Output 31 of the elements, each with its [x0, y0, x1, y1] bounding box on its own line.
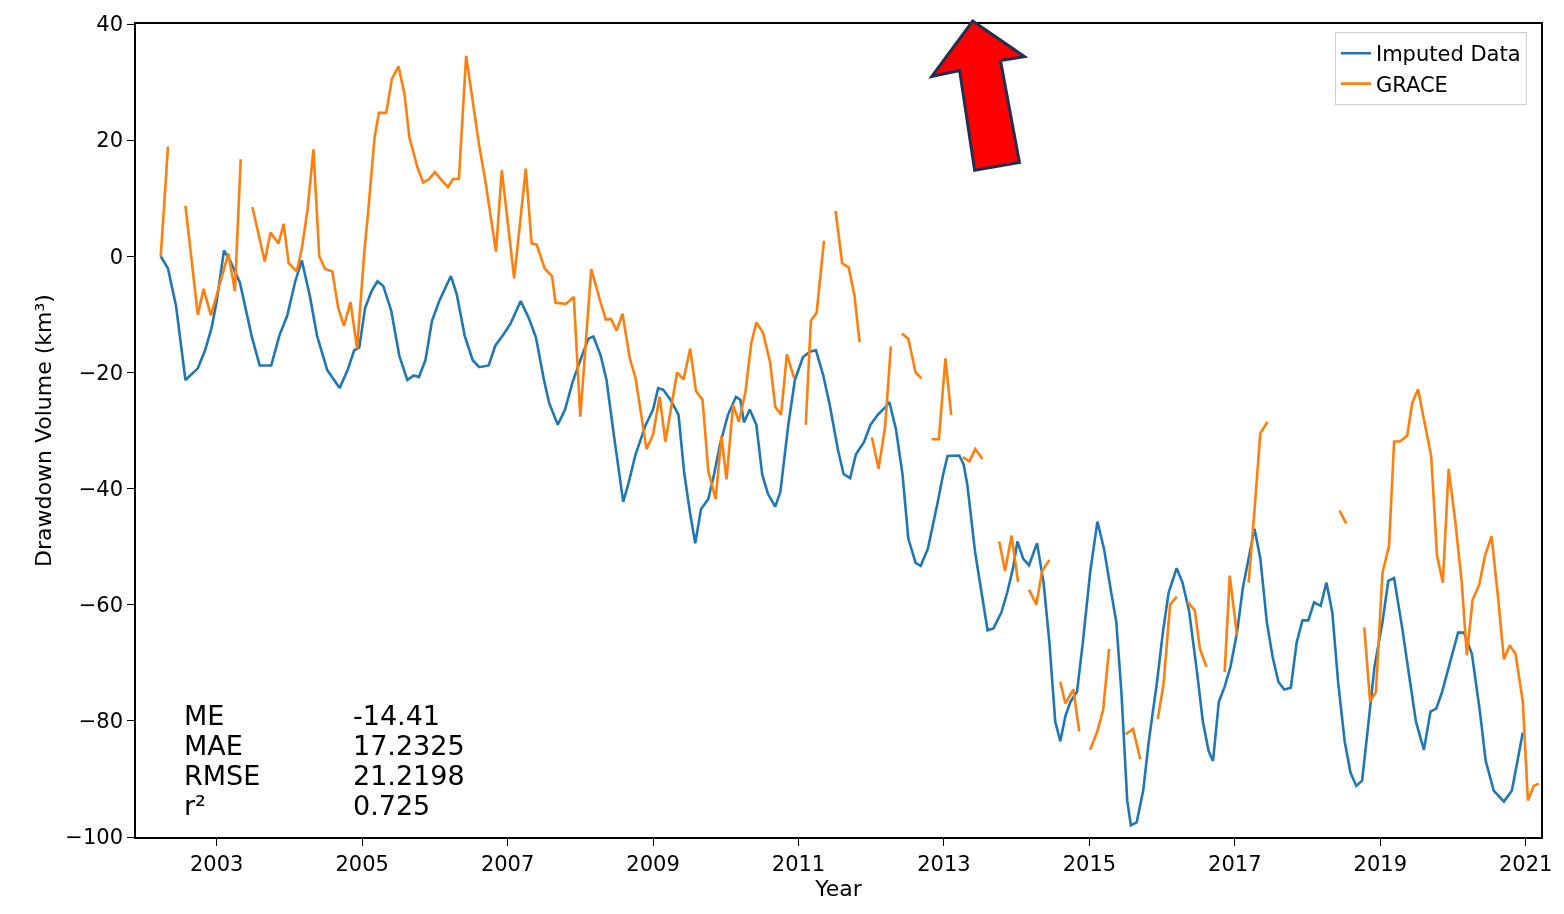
x-tick-label: 2007 [480, 851, 535, 876]
legend-label: GRACE [1375, 72, 1448, 97]
annotation: 21.2198 [353, 760, 465, 791]
y-tick-label: −60 [78, 593, 124, 618]
y-tick-label: −20 [78, 360, 124, 385]
x-tick-label: 2013 [917, 851, 971, 876]
x-tick-label: 2015 [1062, 851, 1117, 876]
x-tick-label: 2005 [335, 851, 389, 876]
legend-label: Imputed Data [1375, 42, 1521, 67]
x-tick-label: 2021 [1499, 851, 1553, 876]
x-tick-label: 2019 [1353, 851, 1408, 876]
annotation: -14.41 [353, 700, 441, 731]
y-tick-label: −100 [65, 825, 124, 850]
x-tick-label: 2011 [771, 851, 826, 876]
y-tick-label: −40 [78, 476, 124, 501]
y-tick-label: 20 [96, 128, 124, 153]
annotation: MAE [184, 730, 243, 761]
y-tick-label: 0 [109, 244, 124, 269]
y-tick-label: 40 [96, 12, 124, 37]
x-axis-title: Year [814, 876, 863, 902]
annotation: RMSE [184, 760, 261, 791]
annotation: 17.2325 [353, 730, 465, 761]
line-series [159, 249, 1525, 827]
annotation: ME [184, 700, 225, 731]
y-axis-title: Drawdown Volume (km³) [30, 294, 56, 567]
x-tick-label: 2003 [189, 851, 244, 876]
annotation: 0.725 [353, 790, 431, 821]
annotation: r² [184, 790, 206, 821]
y-tick-label: −80 [78, 709, 124, 734]
x-tick-label: 2009 [626, 851, 680, 876]
x-tick-label: 2017 [1208, 851, 1262, 876]
